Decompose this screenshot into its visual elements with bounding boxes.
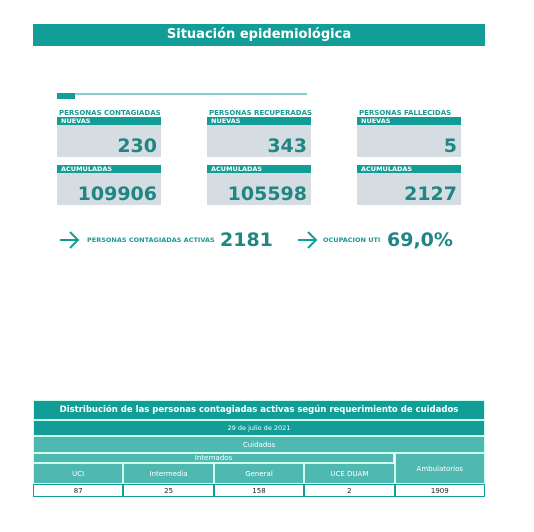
table-value: 2	[304, 484, 395, 497]
total-header: ACUMULADAS	[357, 165, 461, 173]
table-date: 29 de julio de 2021	[33, 420, 485, 436]
arrow-icon	[298, 231, 318, 249]
column-header: UCI	[33, 463, 124, 484]
table-value: 25	[123, 484, 214, 497]
uti-label: OCUPACION UTI	[323, 236, 381, 244]
active-label: PERSONAS CONTAGIADAS ACTIVAS	[87, 236, 215, 244]
column-header: Intermedia	[123, 463, 214, 484]
total-value: 105598	[207, 173, 311, 205]
decor-bar	[57, 93, 307, 99]
panel-label: PERSONAS RECUPERADAS	[209, 109, 313, 117]
new-value: 343	[207, 125, 311, 157]
total-header: ACUMULADAS	[57, 165, 161, 173]
column-header: Ambulatorios	[394, 453, 485, 484]
table-title: Distribución de las personas contagiadas…	[33, 400, 485, 420]
active-value: 2181	[220, 229, 273, 251]
table-group: Cuidados	[33, 436, 485, 453]
uti-value: 69,0%	[387, 229, 453, 251]
total-value: 2127	[357, 173, 461, 205]
column-header: General	[213, 463, 305, 484]
arrow-icon	[60, 231, 80, 249]
panel-label: PERSONAS FALLECIDAS	[359, 109, 452, 117]
new-value: 230	[57, 125, 161, 157]
table-value: 158	[213, 484, 305, 497]
new-value: 5	[357, 125, 461, 157]
new-header: NUEVAS	[57, 117, 161, 125]
table-value: 87	[33, 484, 124, 497]
page-title: Situación epidemiológica	[33, 24, 485, 46]
table-subgroup: Internados	[33, 453, 394, 463]
total-header: ACUMULADAS	[207, 165, 311, 173]
panel-label: PERSONAS CONTAGIADAS	[59, 109, 161, 117]
column-header: UCE DUAM	[304, 463, 395, 484]
total-value: 109906	[57, 173, 161, 205]
table-value: 1909	[394, 484, 485, 497]
new-header: NUEVAS	[357, 117, 461, 125]
new-header: NUEVAS	[207, 117, 311, 125]
